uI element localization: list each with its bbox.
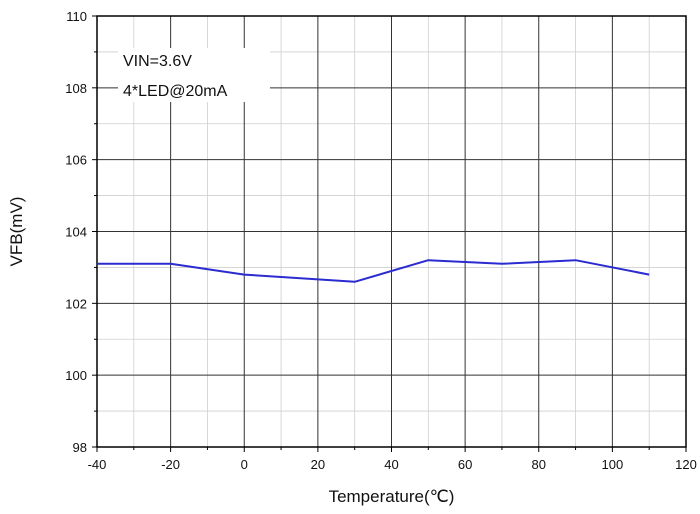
x-tick-label: 0 bbox=[241, 457, 248, 472]
y-tick-label: 106 bbox=[65, 153, 87, 168]
y-tick-label: 110 bbox=[66, 9, 87, 24]
x-tick-label: 100 bbox=[602, 457, 624, 472]
y-tick-label: 98 bbox=[73, 440, 87, 455]
series-line bbox=[97, 259, 650, 283]
annotation-led: 4*LED@20mA bbox=[123, 83, 228, 100]
y-tick-label: 108 bbox=[65, 81, 87, 96]
x-axis-title: Temperature(℃) bbox=[329, 487, 455, 506]
axis-ticks bbox=[92, 15, 687, 452]
major-grid bbox=[97, 16, 686, 447]
annotation-vin: VIN=3.6V bbox=[123, 53, 192, 70]
annotation-background bbox=[118, 48, 270, 102]
x-tick-label: 120 bbox=[675, 457, 697, 472]
x-tick-label: 60 bbox=[458, 457, 472, 472]
y-tick-labels: 98 100 102 104 106 108 110 bbox=[65, 9, 87, 455]
x-tick-label: 40 bbox=[384, 457, 398, 472]
x-tick-label: -40 bbox=[88, 457, 107, 472]
y-tick-label: 100 bbox=[65, 368, 87, 383]
y-tick-label: 102 bbox=[65, 296, 87, 311]
y-axis-title: VFB(mV) bbox=[7, 197, 26, 267]
x-tick-label: 20 bbox=[311, 457, 325, 472]
y-tick-label: 104 bbox=[65, 225, 87, 240]
x-tick-labels: -40 -20 0 20 40 60 80 100 120 bbox=[88, 457, 697, 472]
series-layer bbox=[97, 259, 650, 283]
x-tick-label: -20 bbox=[161, 457, 180, 472]
x-tick-label: 80 bbox=[532, 457, 546, 472]
